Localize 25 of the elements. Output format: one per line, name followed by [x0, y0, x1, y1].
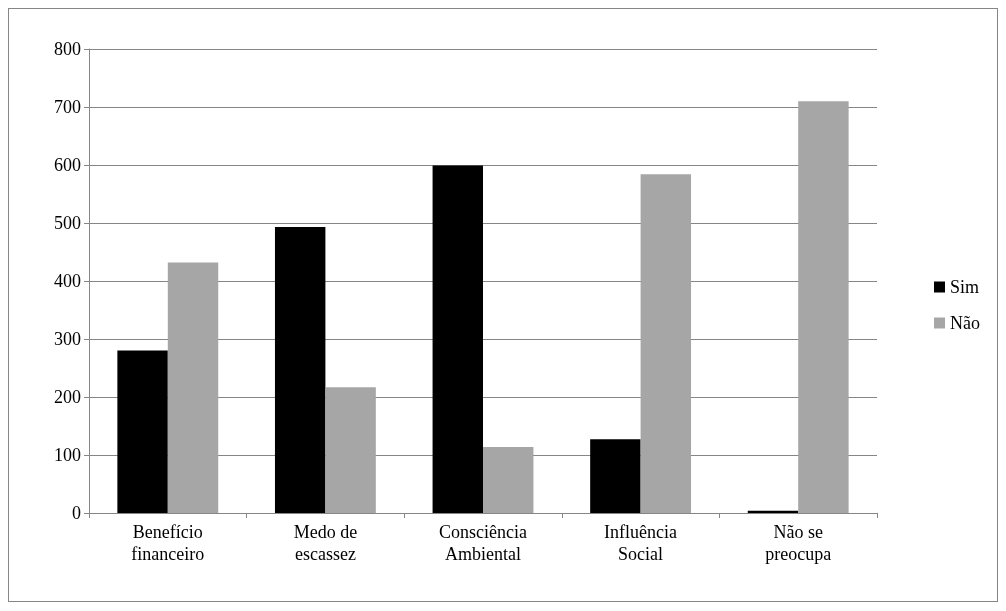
x-tick-label: Influência Social	[604, 522, 678, 564]
y-tick-label: 0	[72, 503, 81, 523]
x-tick-label: Benefício financeiro	[131, 522, 205, 564]
x-tick-label: Medo de escassez	[293, 522, 358, 564]
bar	[590, 439, 641, 513]
x-tick-label: Consciência Ambiental	[439, 522, 527, 564]
bar	[483, 446, 534, 513]
x-tick-label: Não se preocupa	[765, 522, 832, 564]
y-tick-label: 200	[54, 387, 81, 407]
legend-label: Não	[950, 313, 981, 333]
y-tick-label: 100	[54, 445, 81, 465]
y-tick-label: 700	[54, 97, 81, 117]
bar	[274, 227, 326, 513]
bar	[167, 262, 219, 513]
bar	[432, 165, 483, 513]
bar	[117, 350, 168, 513]
y-tick-label: 600	[54, 155, 81, 175]
y-tick-label: 400	[54, 271, 81, 291]
bar	[798, 101, 849, 513]
y-tick-label: 500	[54, 213, 81, 233]
y-tick-label: 300	[54, 329, 81, 349]
y-tick-label: 800	[54, 39, 81, 59]
legend-label: Sim	[950, 277, 980, 297]
bar	[325, 387, 376, 513]
bar	[640, 174, 692, 513]
